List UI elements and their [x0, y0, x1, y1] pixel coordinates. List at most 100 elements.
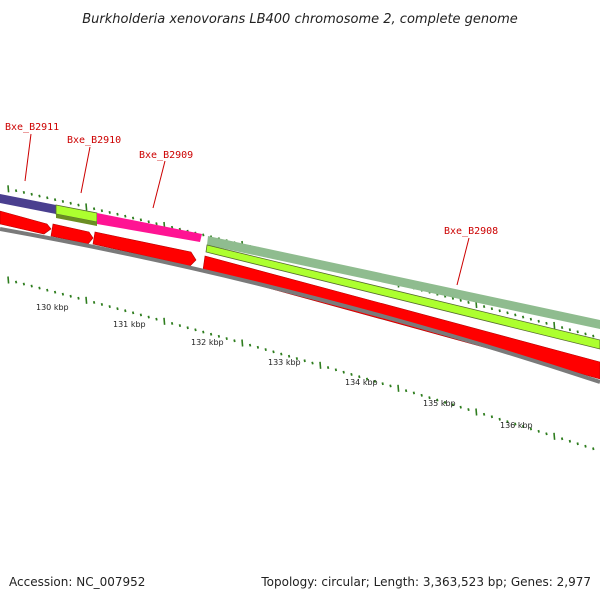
lower-ring-minor-tick [194, 328, 197, 332]
gene-block-graygreen[interactable] [207, 236, 600, 329]
gene-label-b2908[interactable]: Bxe_B2908 [444, 226, 498, 237]
lower-ring-major-tick [553, 432, 556, 440]
upper-ring-major-tick [85, 203, 88, 211]
lower-ring-minor-tick [334, 368, 338, 372]
gene-label-pointer-b2910 [80, 146, 91, 194]
lower-ring-minor-tick [280, 352, 283, 356]
gene-label-b2911[interactable]: Bxe_B2911 [5, 122, 59, 133]
lower-ring-minor-tick [459, 405, 462, 409]
cds-arrow-3[interactable] [92, 231, 197, 267]
gene-block-magenta[interactable] [97, 213, 202, 242]
lower-ring-minor-tick [358, 375, 361, 379]
lower-ring-minor-tick [202, 330, 205, 334]
lower-ring-minor-tick [225, 337, 228, 341]
cds-arrow-2[interactable] [50, 223, 94, 245]
upper-ring-minor-tick [22, 190, 26, 194]
lower-ring-minor-tick [404, 389, 408, 393]
lower-ring-minor-tick [537, 429, 540, 433]
lower-ring-minor-tick [389, 384, 392, 388]
upper-ring-minor-tick [124, 214, 127, 218]
upper-ring-minor-tick [506, 311, 509, 315]
upper-ring-minor-tick [61, 199, 65, 203]
lower-ring-minor-tick [77, 296, 80, 300]
upper-ring-minor-tick [584, 332, 587, 336]
lower-ring-minor-tick [233, 339, 236, 343]
upper-ring-minor-tick [576, 330, 579, 334]
lower-ring-minor-tick [350, 372, 353, 376]
lower-ring-minor-tick [420, 393, 423, 397]
upper-ring-minor-tick [131, 216, 135, 220]
upper-ring-minor-tick [451, 296, 455, 300]
cds-arrow-1[interactable] [0, 210, 52, 235]
upper-ring-minor-tick [467, 300, 470, 304]
gene-label-b2909[interactable]: Bxe_B2909 [139, 150, 193, 161]
gene-label-pointer-b2911 [24, 133, 32, 182]
scale-label-130: 130 kbp [36, 303, 69, 312]
map-title: Burkholderia xenovorans LB400 chromosome… [82, 12, 518, 27]
lower-ring-minor-tick [116, 307, 119, 311]
upper-ring-minor-tick [560, 326, 564, 330]
cds-arrow-4[interactable] [202, 255, 600, 380]
lower-ring-minor-tick [545, 432, 548, 436]
gene-label-pointer-b2909 [152, 160, 166, 209]
lower-ring-minor-tick [303, 359, 306, 363]
lower-ring-major-tick [85, 296, 88, 304]
lower-ring-minor-tick [287, 354, 291, 358]
upper-ring-minor-tick [147, 220, 150, 224]
lower-ring-major-tick [319, 361, 322, 369]
gene-block-olive-shadow [56, 214, 97, 226]
lower-ring-minor-tick [514, 422, 517, 426]
upper-ring-minor-tick [545, 321, 548, 325]
lower-ring-minor-tick [264, 348, 267, 352]
lower-ring-minor-tick [131, 311, 135, 315]
upper-ring-minor-tick [30, 192, 33, 196]
lower-ring-minor-tick [186, 326, 189, 330]
lower-ring-minor-tick [100, 302, 104, 306]
lower-ring-minor-tick [61, 292, 65, 296]
lower-ring-minor-tick [521, 424, 525, 428]
scale-label-131: 131 kbp [113, 320, 146, 329]
lower-ring-minor-tick [529, 427, 533, 431]
lower-ring-major-tick [475, 408, 478, 416]
lower-ring-major-tick [397, 384, 400, 392]
lower-ring-minor-tick [256, 345, 260, 349]
scale-label-135: 135 kbp [423, 399, 456, 408]
lower-ring-minor-tick [482, 412, 486, 416]
upper-ring-minor-tick [14, 189, 18, 193]
accession-text: Accession: NC_007952 [9, 575, 145, 589]
lower-ring-minor-tick [498, 417, 501, 421]
upper-ring-minor-tick [537, 319, 540, 323]
lower-ring-minor-tick [92, 300, 96, 304]
lower-ring-minor-tick [560, 437, 564, 441]
lower-ring-major-tick [7, 276, 10, 284]
lower-ring-minor-tick [467, 408, 470, 412]
upper-ring-minor-tick [69, 201, 72, 205]
gene-block-purple[interactable] [0, 194, 56, 214]
lower-ring-minor-tick [490, 415, 494, 419]
lower-ring-minor-tick [30, 284, 33, 288]
lower-ring-major-tick [241, 339, 244, 347]
upper-ring-minor-tick [139, 218, 143, 222]
upper-ring-minor-tick [155, 222, 158, 226]
lower-ring-minor-tick [584, 444, 587, 448]
scale-label-133: 133 kbp [268, 358, 301, 367]
lower-ring-minor-tick [436, 398, 439, 402]
lower-ring-minor-tick [108, 305, 111, 309]
lower-ring-minor-tick [124, 309, 127, 313]
upper-ring-minor-tick [459, 298, 462, 302]
gene-label-b2910[interactable]: Bxe_B2910 [67, 135, 121, 146]
lower-ring-minor-tick [272, 350, 275, 354]
lower-ring-minor-tick [22, 282, 26, 286]
lower-ring-minor-tick [46, 288, 49, 292]
upper-ring-minor-tick [116, 212, 119, 216]
upper-ring-minor-tick [498, 309, 501, 313]
gene-block-limegreen[interactable] [205, 244, 600, 350]
lower-ring-minor-tick [365, 377, 369, 381]
upper-ring-minor-tick [77, 203, 80, 207]
upper-ring-minor-tick [38, 194, 41, 198]
lower-ring-minor-tick [576, 442, 579, 446]
upper-ring-minor-tick [482, 305, 486, 309]
scale-label-132: 132 kbp [191, 338, 224, 347]
upper-ring-minor-tick [53, 198, 57, 202]
